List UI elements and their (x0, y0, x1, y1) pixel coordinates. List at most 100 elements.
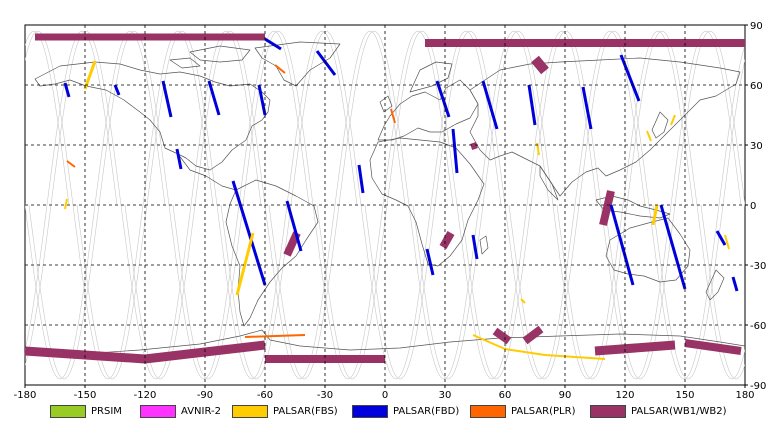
orbit-track (552, 30, 694, 380)
y-tick-label: 60 (750, 81, 763, 92)
legend-label: PRSIM (91, 405, 122, 417)
swath (244, 334, 306, 338)
y-tick-label: -30 (750, 261, 766, 272)
orbit-track (504, 30, 646, 380)
orbit-track (25, 30, 74, 206)
coast-madagascar (479, 235, 489, 255)
coast-indonesia (595, 195, 671, 219)
swath (257, 84, 267, 116)
swath (285, 200, 303, 252)
swath (470, 142, 478, 150)
legend-item: PALSAR(PLR) (470, 404, 575, 418)
coast-antarctica (24, 329, 746, 355)
swath (581, 86, 593, 130)
swath (520, 298, 526, 304)
x-tick-labels: -180 -150 -120 -90 -60 -30 0 30 60 90 120 150 180 (14, 385, 755, 400)
y-tick-label: 30 (750, 141, 763, 152)
legend-item: PRSIM (50, 404, 122, 418)
coverage-map: -180 -150 -120 -90 -60 -30 0 30 60 90 120 150 180 90… (14, 21, 767, 400)
swath-layer (24, 33, 745, 364)
coast-africa (369, 137, 485, 267)
swath (646, 130, 652, 142)
x-tick-label: -120 (134, 390, 157, 400)
swath (315, 50, 337, 76)
swath (715, 230, 727, 246)
swath (472, 334, 606, 360)
legend-swatch (470, 404, 506, 418)
swath (66, 160, 76, 168)
legend-swatch (140, 404, 176, 418)
swath (527, 84, 537, 126)
swath (207, 80, 221, 116)
legend-label: PALSAR(FBD) (393, 405, 460, 417)
swath (522, 325, 544, 345)
swath (83, 60, 97, 90)
swath (599, 190, 615, 226)
orbit-track (648, 44, 745, 380)
coast-scandinavia (409, 61, 453, 93)
y-tick-label: 0 (750, 201, 756, 212)
y-tick-label: -60 (750, 321, 766, 332)
swath (175, 148, 183, 170)
coast-central-america (177, 153, 237, 191)
orbit-track (600, 30, 742, 380)
x-tick-label: -150 (74, 390, 97, 400)
swath (435, 80, 451, 118)
y-tick-label: 90 (750, 21, 763, 32)
swath (471, 234, 479, 260)
swath (231, 180, 267, 286)
legend-label: AVNIR-2 (181, 405, 221, 417)
orbit-track (25, 30, 70, 206)
legend-swatch (232, 404, 268, 418)
swath (481, 80, 499, 130)
x-tick-label: 120 (615, 390, 634, 400)
legend-label: PALSAR(FBS) (273, 405, 338, 417)
legend-label: PALSAR(PLR) (511, 405, 576, 417)
y-tick-label: -90 (750, 381, 766, 392)
swath (684, 339, 742, 355)
swath (357, 164, 365, 194)
legend: PRSIM AVNIR-2 PALSAR(FBS) PALSAR(FBD) PALSAR… (0, 400, 770, 422)
swath (619, 54, 641, 102)
legend-swatch (590, 404, 626, 418)
legend-item: PALSAR(WB1/WB2) (590, 404, 727, 418)
coast-india (539, 165, 559, 201)
coast-new-zealand (705, 269, 725, 301)
swath (113, 84, 121, 96)
orbit-track (696, 204, 745, 380)
swath (670, 114, 676, 126)
swath (64, 198, 68, 210)
x-tick-label: -90 (197, 390, 213, 400)
x-tick-label: 60 (499, 390, 512, 400)
swath (731, 276, 739, 292)
x-tick-label: 0 (382, 390, 388, 400)
coast-asia (469, 57, 741, 197)
swath (451, 128, 459, 174)
legend-label: PALSAR(WB1/WB2) (631, 405, 727, 417)
coast-japan (651, 111, 669, 139)
y-tick-labels: 90 60 30 0 -30 -60 -90 (745, 21, 766, 392)
orbit-track (700, 204, 745, 380)
x-tick-label: -180 (14, 390, 37, 400)
swath (161, 80, 173, 118)
coast-greenland (254, 41, 341, 87)
swath (724, 234, 730, 250)
swath (283, 231, 301, 257)
legend-item: PALSAR(FBD) (352, 404, 459, 418)
swath (659, 204, 687, 290)
swath (425, 248, 435, 276)
coast-south-america (225, 179, 319, 327)
coastlines (24, 41, 746, 355)
swath (531, 55, 549, 75)
coast-north-america (34, 61, 271, 171)
x-tick-label: -30 (317, 390, 333, 400)
swath (492, 327, 512, 345)
swath (594, 340, 676, 356)
x-tick-label: 30 (439, 390, 452, 400)
swath (439, 231, 455, 249)
swath (63, 82, 71, 98)
coast-arctic-islands (169, 45, 251, 69)
x-tick-label: 150 (675, 390, 694, 400)
legend-item: AVNIR-2 (140, 404, 221, 418)
swath (274, 64, 286, 74)
